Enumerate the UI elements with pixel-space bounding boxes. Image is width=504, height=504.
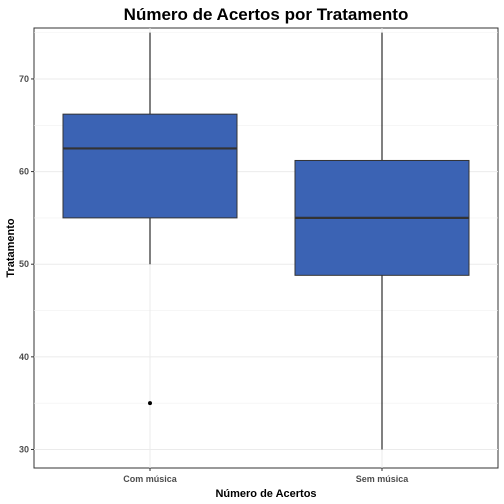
- x-axis-ticks: Com música Sem música: [123, 468, 409, 484]
- y-tick-label: 70: [19, 74, 29, 84]
- outlier-point: [148, 401, 152, 406]
- boxes-layer: [62, 32, 470, 450]
- box-0: [62, 32, 238, 406]
- x-axis-title: Número de Acertos: [215, 488, 316, 500]
- box-1: [294, 32, 470, 450]
- x-tick-label: Com música: [123, 474, 178, 484]
- y-axis-title: Tratamento: [5, 218, 17, 278]
- y-axis-ticks: 30 40 50 60 70: [19, 74, 34, 454]
- x-tick-label: Sem música: [356, 474, 410, 484]
- y-tick-label: 50: [19, 259, 29, 269]
- y-tick-label: 30: [19, 444, 29, 454]
- y-tick-label: 40: [19, 352, 29, 362]
- y-tick-label: 60: [19, 167, 29, 177]
- box-iqr: [62, 113, 238, 219]
- chart-title: Número de Acertos por Tratamento: [124, 5, 409, 24]
